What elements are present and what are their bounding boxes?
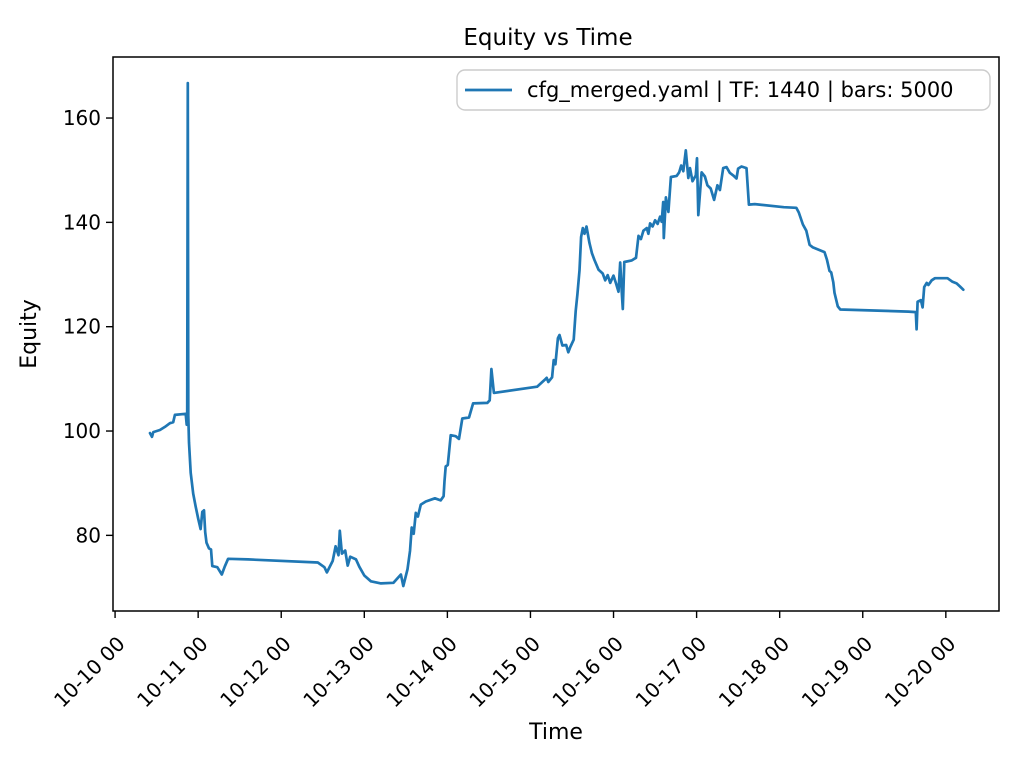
x-tick-label: 10-10 00: [49, 632, 130, 713]
y-tick-label: 80: [76, 523, 101, 547]
x-tick-label: 10-12 00: [215, 632, 296, 713]
y-axis-label: Equity: [17, 299, 42, 369]
legend: cfg_merged.yaml | TF: 1440 | bars: 5000: [456, 69, 991, 111]
y-tick-label: 140: [63, 210, 101, 234]
x-axis-label: Time: [528, 720, 583, 745]
x-tick-label: 10-19 00: [797, 632, 878, 713]
x-tick-label: 10-11 00: [132, 632, 213, 713]
legend-box: [456, 69, 991, 111]
y-tick-label: 100: [63, 419, 101, 443]
x-tick-label: 10-18 00: [714, 632, 795, 713]
x-tick-label: 10-14 00: [381, 632, 462, 713]
y-tick-label: 120: [63, 315, 101, 339]
y-tick-label: 160: [63, 106, 101, 130]
x-tick-label: 10-16 00: [548, 632, 629, 713]
x-tick-label: 10-17 00: [631, 632, 712, 713]
x-tick-label: 10-15 00: [464, 632, 545, 713]
axes-spines: [112, 56, 1000, 612]
x-tick-label: 10-13 00: [298, 632, 379, 713]
chart-title: Equity vs Time: [463, 25, 632, 51]
x-tick-label: 10-20 00: [880, 632, 961, 713]
series-line: [148, 81, 965, 588]
plot-area: 10-10 00 10-11 00 10-12 00 10-13 00 10-14 00…: [49, 56, 1000, 713]
legend-label: cfg_merged.yaml | TF: 1440 | bars: 5000: [527, 78, 954, 103]
